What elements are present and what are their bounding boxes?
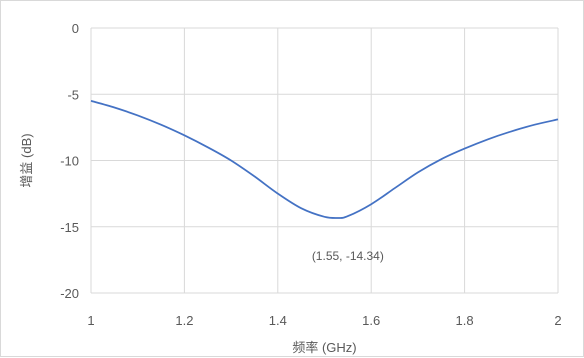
annotations: (1.55, -14.34) [312, 249, 384, 263]
y-tick-label: -15 [60, 220, 79, 235]
x-tick-label: 1.4 [269, 313, 287, 328]
tick-labels: 0 -5 -10 -15 -20 1 1.2 1.4 1.6 1.8 2 [60, 21, 561, 328]
y-axis-title: 增益 (dB) [19, 133, 34, 187]
x-tick-label: 1.8 [456, 313, 474, 328]
y-tick-label: -5 [67, 87, 79, 102]
min-point-annotation: (1.55, -14.34) [312, 249, 384, 263]
y-tick-label: 0 [72, 21, 79, 36]
x-axis-title: 频率 (GHz) [292, 340, 356, 355]
gain-series-line [90, 100, 559, 219]
y-tick-label: -10 [60, 154, 79, 169]
x-tick-label: 2 [554, 313, 561, 328]
grid-lines [90, 27, 559, 294]
x-tick-label: 1 [87, 313, 94, 328]
series-layer [90, 100, 559, 219]
x-tick-label: 1.2 [175, 313, 193, 328]
x-tick-label: 1.6 [362, 313, 380, 328]
y-tick-label: -20 [60, 286, 79, 301]
